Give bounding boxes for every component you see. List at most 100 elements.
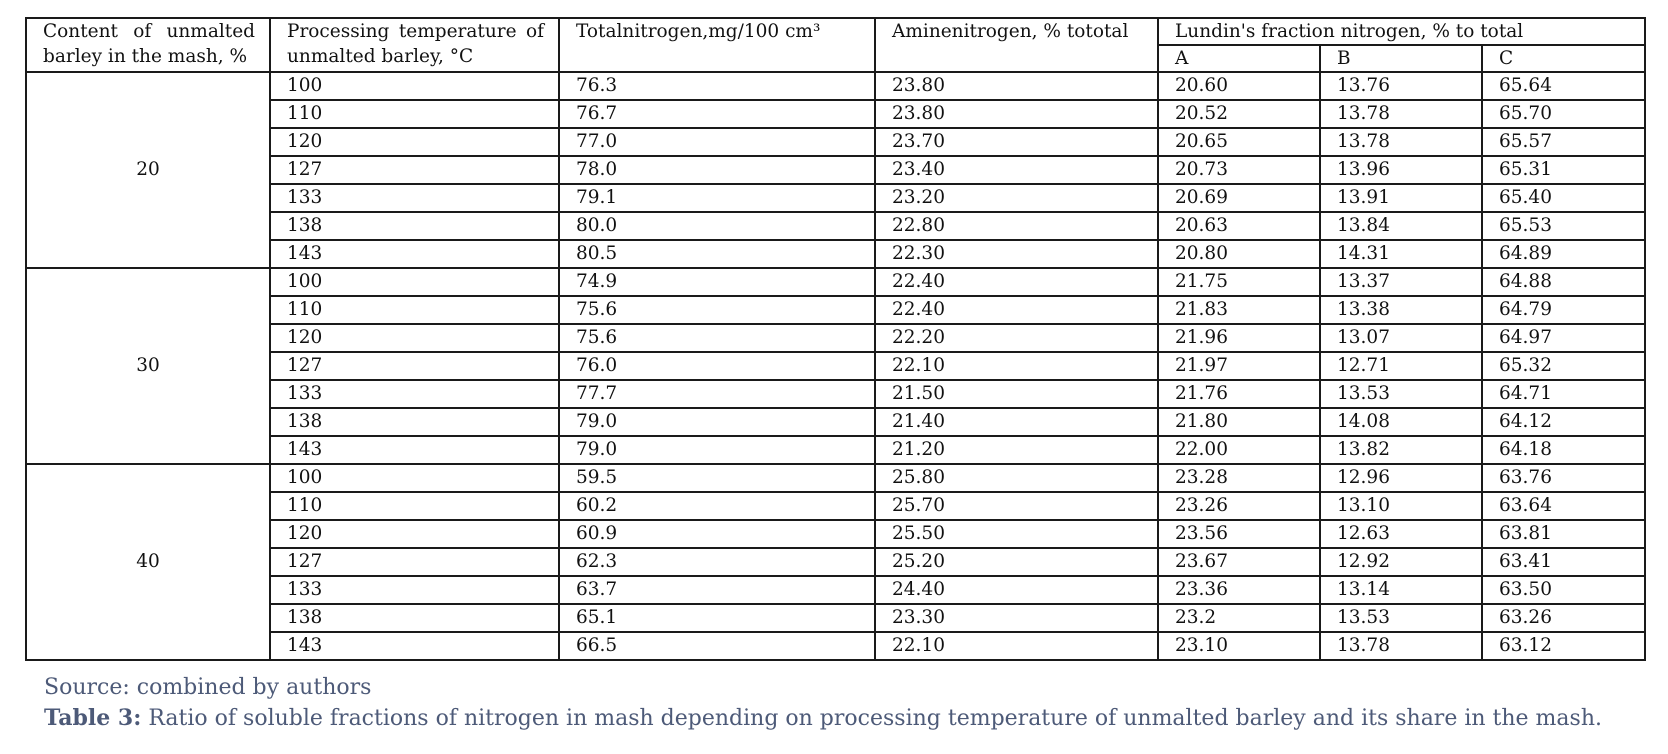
header-lundin-a: A: [1157, 44, 1321, 73]
table-row: 20 100 76.3 23.80 20.60 13.76 65.64: [25, 71, 1647, 269]
lundin-b-cell: 12.63: [1319, 519, 1483, 549]
table-row: 138 80.0 22.80 20.63 13.84 65.53: [26, 211, 1647, 241]
header-subrow: A B C: [26, 44, 1647, 73]
lundin-b-cell: 14.31: [1319, 239, 1483, 269]
lundin-a-cell: 20.63: [1157, 211, 1321, 241]
temperature-cell: 143: [269, 435, 560, 465]
table-row: 133 79.1 23.20 20.69 13.91 65.40: [26, 183, 1647, 213]
table-row: 120 60.9 25.50 23.56 12.63 63.81: [26, 519, 1647, 549]
temperature-cell: 133: [269, 575, 560, 605]
lundin-b-cell: 13.78: [1319, 631, 1483, 661]
amine-nitrogen-cell: 22.40: [874, 295, 1159, 325]
temperature-cell: 100: [269, 463, 560, 493]
lundin-c-cell: 65.32: [1480, 351, 1647, 381]
lundin-a-cell: 21.75: [1157, 267, 1321, 297]
lundin-c-cell: 63.41: [1480, 547, 1647, 577]
lundin-c-cell: 65.64: [1480, 71, 1647, 101]
temperature-cell: 138: [269, 211, 560, 241]
total-nitrogen-cell: 80.5: [558, 239, 876, 269]
amine-nitrogen-cell: 22.20: [874, 323, 1159, 353]
amine-nitrogen-cell: 23.70: [874, 127, 1159, 157]
total-nitrogen-cell: 75.6: [558, 323, 876, 353]
lundin-c-cell: 64.12: [1480, 407, 1647, 437]
nitrogen-fractions-table: Content of unmalted barley in the mash, …: [25, 17, 1647, 661]
amine-nitrogen-cell: 22.10: [874, 631, 1159, 661]
table-row: 133 77.7 21.50 21.76 13.53 64.71: [26, 379, 1647, 409]
amine-nitrogen-cell: 23.80: [874, 99, 1159, 129]
lundin-a-cell: 20.60: [1157, 71, 1321, 101]
table-row: 127 78.0 23.40 20.73 13.96 65.31: [26, 155, 1647, 185]
total-nitrogen-cell: 62.3: [558, 547, 876, 577]
header-content: Content of unmalted barley in the mash, …: [25, 17, 271, 73]
table-row: 120 75.6 22.20 21.96 13.07 64.97: [26, 323, 1647, 353]
table-caption: Table 3: Ratio of soluble fractions of n…: [44, 705, 1602, 731]
amine-nitrogen-cell: 25.70: [874, 491, 1159, 521]
table-row: 143 80.5 22.30 20.80 14.31 64.89: [26, 239, 1647, 269]
lundin-c-cell: 64.88: [1480, 267, 1647, 297]
amine-nitrogen-cell: 23.20: [874, 183, 1159, 213]
total-nitrogen-cell: 60.9: [558, 519, 876, 549]
header-temperature: Processing temperature of unmalted barle…: [269, 17, 560, 73]
temperature-cell: 138: [269, 603, 560, 633]
table-row: 110 76.7 23.80 20.52 13.78 65.70: [26, 99, 1647, 129]
temperature-cell: 127: [269, 547, 560, 577]
total-nitrogen-cell: 76.7: [558, 99, 876, 129]
header-lundin: Lundin's fraction nitrogen, % to total: [1156, 17, 1647, 46]
lundin-b-cell: 13.91: [1319, 183, 1483, 213]
lundin-b-cell: 13.10: [1319, 491, 1483, 521]
amine-nitrogen-cell: 22.30: [874, 239, 1159, 269]
total-nitrogen-cell: 60.2: [558, 491, 876, 521]
total-nitrogen-cell: 75.6: [558, 295, 876, 325]
lundin-c-cell: 64.97: [1480, 323, 1647, 353]
lundin-c-cell: 63.26: [1480, 603, 1647, 633]
total-nitrogen-cell: 77.7: [558, 379, 876, 409]
lundin-a-cell: 20.73: [1157, 155, 1321, 185]
lundin-c-cell: 63.76: [1480, 463, 1647, 493]
total-nitrogen-cell: 63.7: [558, 575, 876, 605]
amine-nitrogen-cell: 23.40: [874, 155, 1159, 185]
lundin-a-cell: 22.00: [1157, 435, 1321, 465]
lundin-a-cell: 20.52: [1157, 99, 1321, 129]
lundin-b-cell: 13.78: [1319, 127, 1483, 157]
lundin-b-cell: 14.08: [1319, 407, 1483, 437]
lundin-c-cell: 63.81: [1480, 519, 1647, 549]
total-nitrogen-cell: 78.0: [558, 155, 876, 185]
temperature-cell: 100: [269, 267, 560, 297]
lundin-c-cell: 64.79: [1480, 295, 1647, 325]
lundin-b-cell: 13.82: [1319, 435, 1483, 465]
amine-nitrogen-cell: 25.50: [874, 519, 1159, 549]
lundin-c-cell: 65.53: [1480, 211, 1647, 241]
lundin-a-cell: 23.67: [1157, 547, 1321, 577]
amine-nitrogen-cell: 24.40: [874, 575, 1159, 605]
lundin-c-cell: 64.89: [1480, 239, 1647, 269]
lundin-c-cell: 64.18: [1480, 435, 1647, 465]
temperature-cell: 143: [269, 239, 560, 269]
content-group-cell: 20: [25, 71, 271, 269]
table-row: 143 79.0 21.20 22.00 13.82 64.18: [26, 435, 1647, 465]
table-container: Content of unmalted barley in the mash, …: [25, 17, 1647, 661]
lundin-a-cell: 23.10: [1157, 631, 1321, 661]
lundin-a-cell: 20.80: [1157, 239, 1321, 269]
lundin-c-cell: 63.50: [1480, 575, 1647, 605]
total-nitrogen-cell: 80.0: [558, 211, 876, 241]
temperature-cell: 133: [269, 379, 560, 409]
amine-nitrogen-cell: 22.40: [874, 267, 1159, 297]
table-row: 138 79.0 21.40 21.80 14.08 64.12: [26, 407, 1647, 437]
temperature-cell: 138: [269, 407, 560, 437]
table-row: 127 62.3 25.20 23.67 12.92 63.41: [26, 547, 1647, 577]
lundin-b-cell: 13.76: [1319, 71, 1483, 101]
table-row: 138 65.1 23.30 23.2 13.53 63.26: [26, 603, 1647, 633]
total-nitrogen-cell: 66.5: [558, 631, 876, 661]
amine-nitrogen-cell: 21.20: [874, 435, 1159, 465]
table-row: 143 66.5 22.10 23.10 13.78 63.12: [26, 631, 1647, 661]
amine-nitrogen-cell: 21.50: [874, 379, 1159, 409]
lundin-c-cell: 65.40: [1480, 183, 1647, 213]
amine-nitrogen-cell: 22.80: [874, 211, 1159, 241]
total-nitrogen-cell: 76.3: [558, 71, 876, 101]
temperature-cell: 110: [269, 99, 560, 129]
lundin-a-cell: 21.80: [1157, 407, 1321, 437]
temperature-cell: 127: [269, 155, 560, 185]
temperature-cell: 120: [269, 519, 560, 549]
lundin-b-cell: 13.53: [1319, 603, 1483, 633]
total-nitrogen-cell: 76.0: [558, 351, 876, 381]
